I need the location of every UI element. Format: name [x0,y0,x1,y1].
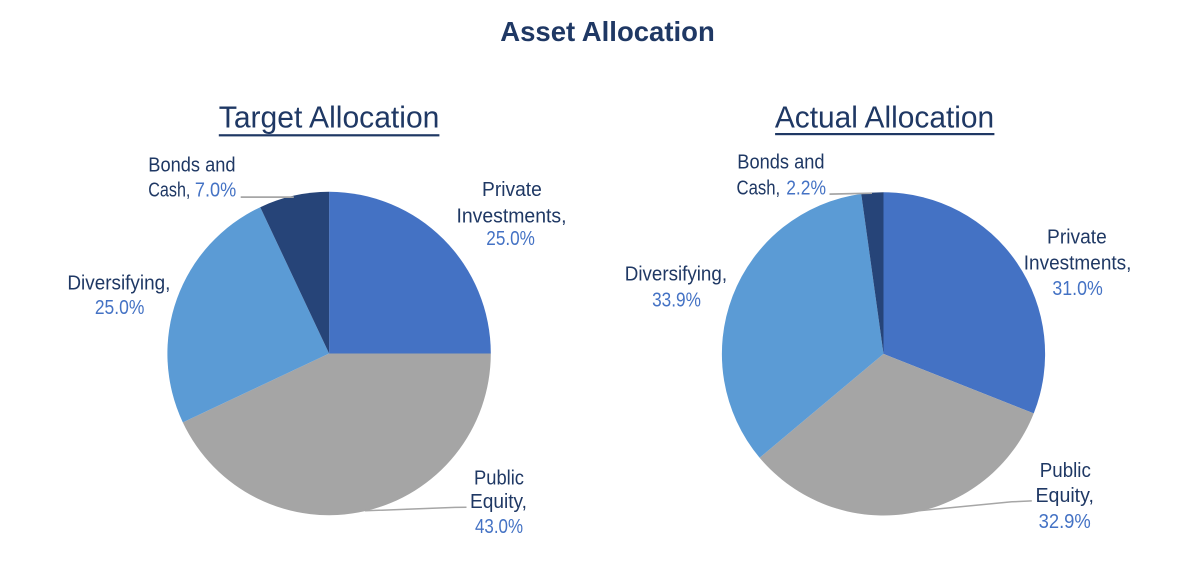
svg-text:Cash,: Cash, [737,178,781,200]
svg-text:Cash,: Cash, [148,180,190,202]
svg-text:43.0%: 43.0% [475,516,523,538]
svg-text:Public: Public [474,467,524,489]
svg-text:2.2%: 2.2% [786,178,826,200]
svg-text:31.0%: 31.0% [1052,278,1103,300]
svg-text:Private: Private [482,179,542,201]
svg-text:Diversifying,: Diversifying, [625,264,727,286]
svg-text:Private: Private [1047,226,1107,248]
svg-text:Investments,: Investments, [1024,252,1132,274]
svg-text:Target Allocation: Target Allocation [219,100,440,135]
svg-text:32.9%: 32.9% [1039,511,1091,533]
svg-text:25.0%: 25.0% [95,297,145,319]
svg-text:33.9%: 33.9% [652,289,701,311]
svg-text:Bonds and: Bonds and [737,152,824,174]
svg-text:Actual Allocation: Actual Allocation [775,100,994,135]
svg-text:7.0%: 7.0% [195,180,236,202]
svg-text:Investments,: Investments, [456,205,566,227]
svg-text:Bonds and: Bonds and [148,155,235,177]
svg-text:25.0%: 25.0% [486,228,535,250]
svg-text:Equity,: Equity, [1036,485,1094,507]
svg-text:Public: Public [1040,460,1091,482]
svg-text:Diversifying,: Diversifying, [67,272,170,294]
svg-text:Asset Allocation: Asset Allocation [500,16,715,47]
svg-text:Equity,: Equity, [470,491,527,513]
